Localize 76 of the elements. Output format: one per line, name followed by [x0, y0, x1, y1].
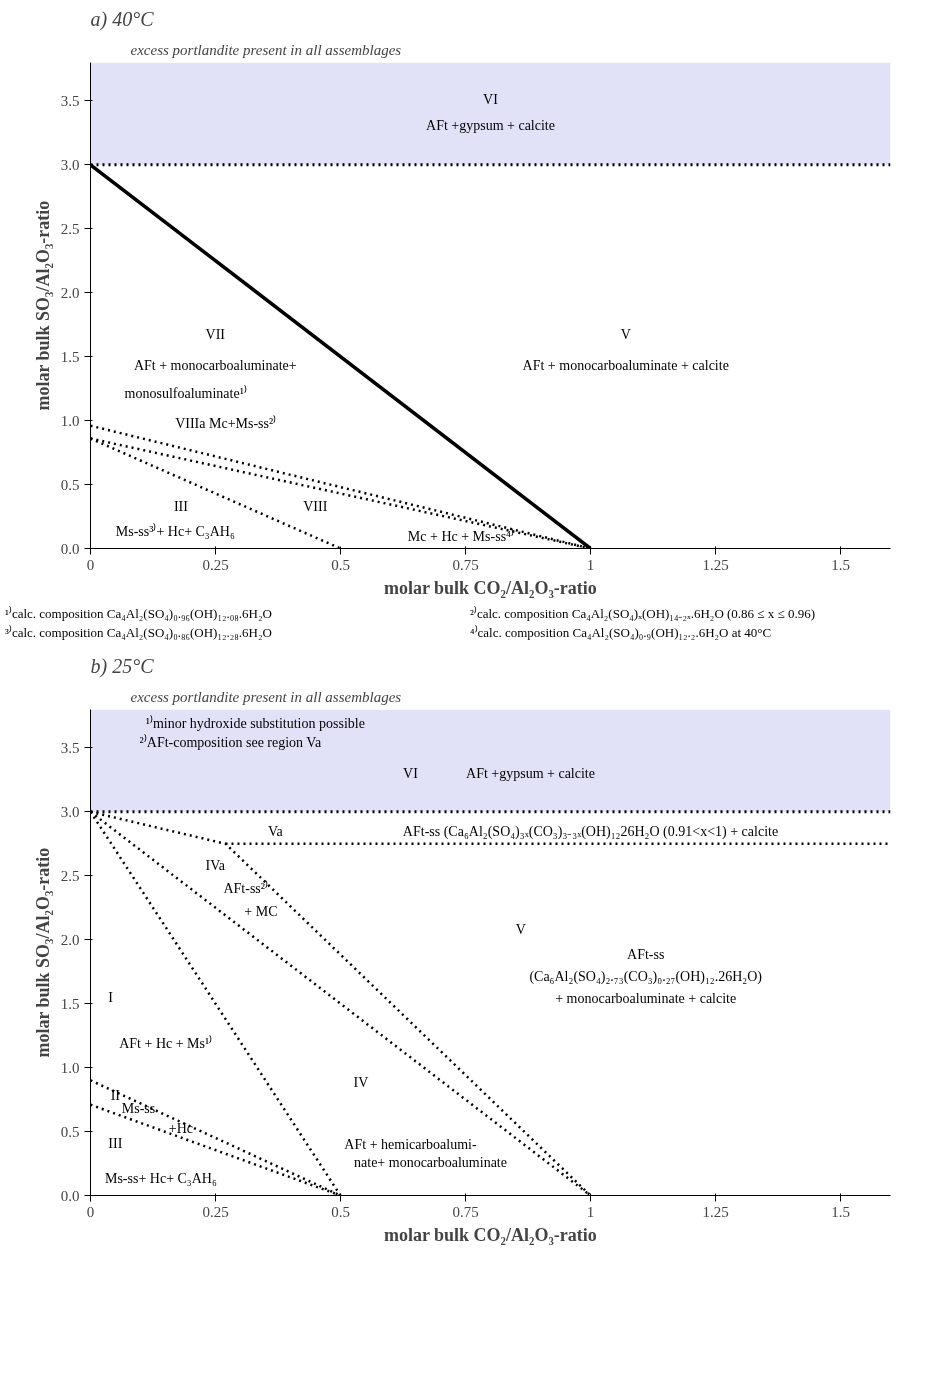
annotation: VII [205, 327, 226, 343]
x-tick-label: 1 [586, 1203, 595, 1220]
annotation: + MC [244, 904, 278, 920]
annotation: AFt + hemicarboalumi- [344, 1137, 477, 1153]
x-tick-label: 1.5 [831, 1203, 850, 1220]
y-tick-label: 1.5 [60, 348, 80, 365]
chart-title: a) 40°C [90, 7, 155, 31]
x-axis-title: molar bulk CO₂/Al₂O₃-ratio [383, 577, 597, 598]
x-tick-label: 0.5 [331, 556, 350, 573]
annotation: AFt-ss [627, 947, 665, 963]
annotation: ²⁾AFt-composition see region Va [139, 734, 322, 751]
x-tick-label: 1.25 [702, 1203, 729, 1220]
x-tick-label: 0.25 [202, 556, 229, 573]
annotation: IVa [205, 858, 226, 874]
annotation: V [620, 327, 631, 343]
annotation: AFt-ss²⁾ [223, 879, 268, 896]
annotation: V [515, 922, 526, 938]
x-tick-label: 0.75 [452, 556, 479, 573]
annotation: Ms-ss³⁾+ Hc+ C₃AH₆ [115, 523, 235, 540]
annotation: monosulfoaluminate¹⁾ [124, 385, 247, 402]
y-tick-label: 2.0 [60, 284, 80, 301]
text: ²⁾calc. composition Ca₄Al₂(SO₄)ₓ(OH)₁₄₋₂ₓ.6H₂O (0.86 ≤ x ≤ 0.96) [470, 605, 816, 623]
x-tick-label: 0 [86, 1203, 95, 1220]
annotation: AFt +gypsum + calcite [466, 766, 595, 782]
y-tick-label: 3.0 [60, 156, 80, 173]
x-tick-label: 0.75 [452, 1203, 479, 1220]
text: ³⁾calc. composition Ca₄Al₂(SO₄)₀.₈₆(OH)₁₂.₂₈.6H₂O [5, 623, 273, 642]
annotation: ¹⁾minor hydroxide substitution possible [145, 715, 365, 732]
annotation: VIII [303, 498, 328, 514]
y-tick-label: 2.5 [60, 220, 80, 237]
y-tick-label: 3.5 [60, 739, 80, 756]
annotation: + monocarboaluminate + calcite [555, 991, 737, 1007]
y-tick-label: 2.5 [60, 867, 80, 884]
annotation: VIIIa Mc+Ms-ss²⁾ [175, 414, 277, 431]
annotation: VI [483, 91, 499, 107]
y-tick-label: 3.0 [60, 803, 80, 820]
y-tick-label: 2.0 [60, 931, 80, 948]
chart-subtitle: excess portlandite present in all assemblages [130, 688, 402, 705]
annotation: VI [403, 766, 419, 782]
y-tick-label: 3.5 [60, 92, 80, 109]
x-tick-label: 1 [586, 556, 595, 573]
y-axis-title: molar bulk SO₃/Al₂O₃-ratio [32, 200, 53, 411]
annotation: AFt + Hc + Ms¹⁾ [119, 1035, 213, 1052]
chart-subtitle: excess portlandite present in all assemblages [130, 41, 402, 58]
annotation: AFt-ss (Ca₆Al₂(SO₄)₃ₓ(CO₃)₃₋₃ₓ(OH)₁₂26H₂O (0.91<x<1) + calcite [402, 823, 779, 840]
annotation: AFt +gypsum + calcite [426, 117, 555, 133]
y-tick-label: 0.5 [60, 476, 80, 493]
annotation: III [173, 498, 189, 514]
y-tick-label: 0.0 [60, 1187, 80, 1204]
y-tick-label: 1.0 [60, 1059, 80, 1076]
annotation: I [108, 989, 114, 1005]
text: ¹⁾calc. composition Ca₄Al₂(SO₄)₀.₉₆(OH)₁₂.₀₈.6H₂O [5, 605, 273, 623]
y-tick-label: 1.0 [60, 412, 80, 429]
annotation: +Hc [168, 1121, 194, 1137]
annotation: Ms-ss [121, 1100, 156, 1116]
annotation: (Ca₆Al₂(SO₄)₂.₇₃(CO₃)₀.₂₇(OH)₁₂.26H₂O) [529, 969, 763, 986]
x-tick-label: 0.5 [331, 1203, 350, 1220]
annotation: nate+ monocarboaluminate [354, 1155, 507, 1171]
x-tick-label: 0 [86, 556, 95, 573]
chart-title: b) 25°C [90, 654, 155, 678]
y-tick-label: 1.5 [60, 995, 80, 1012]
annotation: Ms-ss+ Hc+ C₃AH₆ [104, 1171, 217, 1187]
x-tick-label: 0.25 [202, 1203, 229, 1220]
annotation: IV [353, 1075, 369, 1091]
y-tick-label: 0.5 [60, 1123, 80, 1140]
y-tick-label: 0.0 [60, 540, 80, 557]
annotation: AFt + monocarboaluminate + calcite [522, 358, 729, 374]
annotation: Va [267, 823, 284, 839]
y-axis-title: molar bulk SO₃/Al₂O₃-ratio [32, 847, 53, 1058]
annotation: Mc + Hc + Ms-ss⁴⁾ [407, 528, 514, 545]
x-axis-title: molar bulk CO₂/Al₂O₃-ratio [383, 1224, 597, 1245]
x-tick-label: 1.25 [702, 556, 729, 573]
text: ⁴⁾calc. composition Ca₄Al₂(SO₄)₀.₉(OH)₁₂.₂.6H₂O at 40°C [470, 623, 773, 642]
x-tick-label: 1.5 [831, 556, 850, 573]
annotation: AFt + monocarboaluminate+ [133, 358, 297, 374]
annotation: III [108, 1135, 123, 1151]
